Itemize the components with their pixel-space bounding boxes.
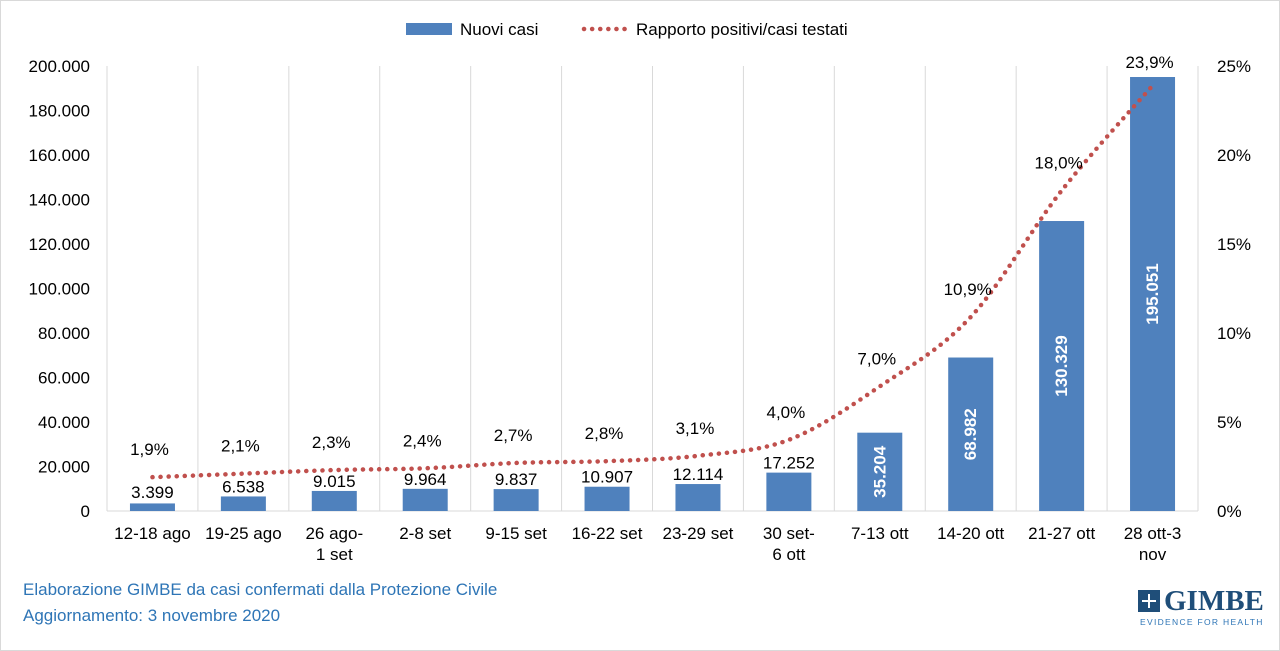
ratio-value-label: 18,0% xyxy=(1035,154,1083,173)
y2-tick-label: 0% xyxy=(1217,502,1242,521)
bar xyxy=(311,490,357,511)
footnote-update: Aggiornamento: 3 novembre 2020 xyxy=(23,606,281,625)
bar-value-label: 68.982 xyxy=(961,408,980,460)
y-tick-label: 0 xyxy=(81,502,90,521)
bar-value-label: 9.837 xyxy=(495,470,538,489)
ratio-value-label: 2,7% xyxy=(494,426,533,445)
x-tick-label: 2-8 set xyxy=(399,524,451,543)
bar xyxy=(948,357,994,511)
bar xyxy=(1130,77,1176,511)
bar xyxy=(675,484,721,511)
logo-mark-icon xyxy=(1138,590,1160,612)
logo-tagline: EVIDENCE FOR HEALTH xyxy=(1140,617,1264,627)
y-tick-label: 160.000 xyxy=(29,146,90,165)
bar-value-label: 35.204 xyxy=(870,445,889,498)
bar-value-label: 12.114 xyxy=(673,465,724,484)
x-tick-label: 14-20 ott xyxy=(937,524,1004,543)
y2-tick-label: 20% xyxy=(1217,146,1251,165)
y-tick-label: 60.000 xyxy=(38,369,90,388)
bar xyxy=(129,503,175,511)
bar-value-label: 130.329 xyxy=(1052,335,1071,396)
y2-tick-label: 25% xyxy=(1217,57,1251,76)
y-tick-label: 100.000 xyxy=(29,280,90,299)
x-tick-label: 12-18 ago xyxy=(114,524,191,543)
ratio-value-label: 7,0% xyxy=(857,349,896,368)
x-tick-label: 28 ott-3 nov xyxy=(1124,524,1182,564)
x-tick-label: 9-15 set xyxy=(485,524,547,543)
ratio-value-label: 1,9% xyxy=(130,440,169,459)
ratio-value-label: 4,0% xyxy=(767,403,806,422)
footnote-source: Elaborazione GIMBE da casi confermati da… xyxy=(23,580,498,599)
x-tick-label: 19-25 ago xyxy=(205,524,282,543)
ratio-value-label: 2,3% xyxy=(312,433,351,452)
ratio-value-label: 2,1% xyxy=(221,437,260,456)
logo-name: GIMBE xyxy=(1164,585,1264,617)
bar-value-label: 9.964 xyxy=(404,470,447,489)
bar-value-label: 3.399 xyxy=(131,483,174,502)
x-tick-label: 26 ago-1 set xyxy=(305,524,363,564)
bar xyxy=(857,432,903,511)
ratio-value-label: 10,9% xyxy=(944,280,992,299)
ratio-line xyxy=(150,83,1155,480)
bar-value-label: 195.051 xyxy=(1143,263,1162,324)
x-tick-label: 7-13 ott xyxy=(851,524,909,543)
x-tick-label: 21-27 ott xyxy=(1028,524,1095,543)
y2-tick-label: 15% xyxy=(1217,235,1251,254)
bar xyxy=(766,472,812,511)
bar xyxy=(493,489,539,511)
bar-value-label: 17.252 xyxy=(763,454,815,473)
y-tick-label: 180.000 xyxy=(29,102,90,121)
y2-tick-label: 10% xyxy=(1217,324,1251,343)
y-tick-label: 20.000 xyxy=(38,458,90,477)
bar xyxy=(584,486,630,511)
bar xyxy=(1039,221,1085,511)
legend-label-bar: Nuovi casi xyxy=(460,20,538,39)
y-tick-label: 200.000 xyxy=(29,57,90,76)
ratio-value-label: 2,4% xyxy=(403,431,442,450)
x-tick-label: 30 set-6 ott xyxy=(763,524,815,564)
bar-value-label: 10.907 xyxy=(581,468,633,487)
x-tick-label: 16-22 set xyxy=(572,524,643,543)
x-tick-label: 23-29 set xyxy=(663,524,734,543)
bar xyxy=(402,488,448,511)
ratio-value-label: 23,9% xyxy=(1125,53,1173,72)
gimbe-logo: GIMBE EVIDENCE FOR HEALTH xyxy=(1138,586,1264,630)
y-tick-label: 40.000 xyxy=(38,413,90,432)
ratio-value-label: 2,8% xyxy=(585,424,624,443)
bar xyxy=(220,496,266,511)
y-tick-label: 120.000 xyxy=(29,235,90,254)
bar-value-label: 9.015 xyxy=(313,472,356,491)
ratio-value-label: 3,1% xyxy=(676,419,715,438)
y2-tick-label: 5% xyxy=(1217,413,1242,432)
y-tick-label: 80.000 xyxy=(38,324,90,343)
y-tick-label: 140.000 xyxy=(29,191,90,210)
legend-label-line: Rapporto positivi/casi testati xyxy=(636,20,848,39)
bar-value-label: 6.538 xyxy=(222,477,265,496)
legend-swatch-bar xyxy=(406,23,452,35)
